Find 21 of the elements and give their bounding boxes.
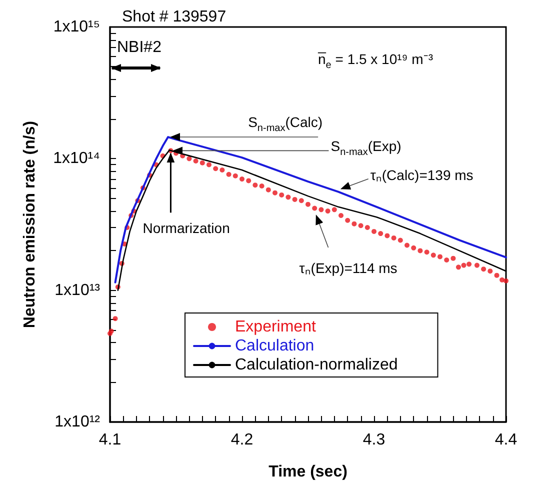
legend-label: Calculation-normalized [235,356,398,374]
annotation: NBI#2 [117,39,162,56]
annotation: Normarization [142,220,230,236]
x-tick-label: 4.4 [494,432,518,448]
x-tick-label: 4.2 [230,432,254,448]
y-tick-label: 1x10¹³ [54,282,101,299]
chart-title: Shot # 139597 [122,8,226,26]
annotation: S$_{n-max}$(Exp) [330,138,402,158]
x-tick-label: 4.3 [362,432,386,448]
y-axis-title: Neutron emission rate (n/s) [22,120,38,328]
annotation: τₙ(Calc)=139 ms [370,166,474,183]
y-tick-label: 1x10¹⁵ [53,18,100,36]
legend-label: Experiment [235,318,316,336]
y-tick-label: 1x10¹⁴ [53,150,100,168]
legend-label: Calculation [235,338,314,354]
y-tick-label: 1x10¹² [54,414,101,430]
annotation: S$_{n-max}$(Calc) [248,114,323,134]
x-tick-label: 4.1 [98,432,122,448]
x-axis-title: Time (sec) [268,464,348,480]
annotation: n̅$_{e}$ = 1.5 x 10¹⁹ m⁻³ [318,51,433,71]
annotation: τₙ(Exp)=114 ms [299,260,398,276]
